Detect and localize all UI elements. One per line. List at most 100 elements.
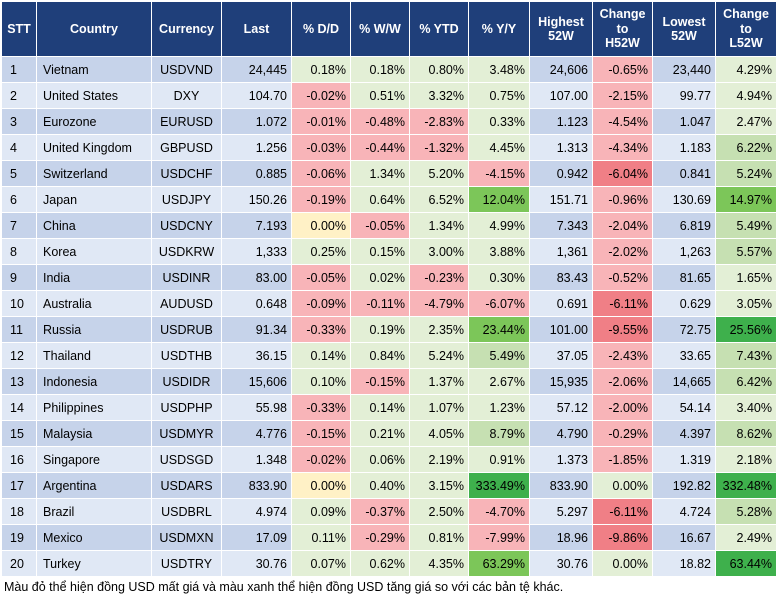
country-name: Argentina xyxy=(36,472,152,499)
currency-code: USDCNY xyxy=(151,212,222,239)
country-name: Thailand xyxy=(36,342,152,369)
change-to-h52w: -2.43% xyxy=(592,342,653,369)
table-row: 19 Mexico USDMXN 17.09 0.11% -0.29% 0.81% -7.99… xyxy=(1,524,777,551)
change-to-h52w: -2.00% xyxy=(592,394,653,421)
column-header[interactable]: % D/D xyxy=(291,1,351,57)
column-header[interactable]: Country xyxy=(36,1,152,57)
pct-ww: -0.37% xyxy=(350,498,410,525)
currency-code: USDVND xyxy=(151,56,222,83)
table-row: 20 Turkey USDTRY 30.76 0.07% 0.62% 4.35% 63.29%… xyxy=(1,550,777,577)
currency-code: USDPHP xyxy=(151,394,222,421)
last-value: 0.885 xyxy=(221,160,292,187)
pct-dd: -0.33% xyxy=(291,316,351,343)
change-to-l52w: 2.18% xyxy=(715,446,777,473)
pct-ww: -0.44% xyxy=(350,134,410,161)
column-header[interactable]: Change to H52W xyxy=(592,1,653,57)
row-number: 4 xyxy=(1,134,37,161)
pct-dd: 0.11% xyxy=(291,524,351,551)
row-number: 19 xyxy=(1,524,37,551)
pct-ww: 0.21% xyxy=(350,420,410,447)
change-to-l52w: 332.48% xyxy=(715,472,777,499)
change-to-l52w: 25.56% xyxy=(715,316,777,343)
row-number: 11 xyxy=(1,316,37,343)
pct-ww: 0.19% xyxy=(350,316,410,343)
pct-ytd: 3.00% xyxy=(409,238,469,265)
pct-dd: -0.09% xyxy=(291,290,351,317)
footnote: Màu đỏ thể hiện đồng USD mất giá và màu … xyxy=(4,580,564,594)
pct-dd: -0.03% xyxy=(291,134,351,161)
pct-ww: 1.34% xyxy=(350,160,410,187)
pct-ytd: 3.32% xyxy=(409,82,469,109)
last-value: 36.15 xyxy=(221,342,292,369)
change-to-l52w: 5.49% xyxy=(715,212,777,239)
pct-dd: -0.15% xyxy=(291,420,351,447)
last-value: 1,333 xyxy=(221,238,292,265)
country-name: United States xyxy=(36,82,152,109)
country-name: United Kingdom xyxy=(36,134,152,161)
pct-ww: 0.51% xyxy=(350,82,410,109)
pct-dd: -0.06% xyxy=(291,160,351,187)
currency-code: USDINR xyxy=(151,264,222,291)
column-header[interactable]: Lowest 52W xyxy=(652,1,716,57)
fx-table: STT Country Currency Last% D/D% W/W% YTD% Y… xyxy=(1,1,777,577)
highest-52w: 7.343 xyxy=(529,212,593,239)
column-header[interactable]: Currency xyxy=(151,1,222,57)
pct-dd: 0.00% xyxy=(291,472,351,499)
highest-52w: 57.12 xyxy=(529,394,593,421)
pct-ww: -0.29% xyxy=(350,524,410,551)
highest-52w: 0.942 xyxy=(529,160,593,187)
last-value: 104.70 xyxy=(221,82,292,109)
lowest-52w: 81.65 xyxy=(652,264,716,291)
table-row: 17 Argentina USDARS 833.90 0.00% 0.40% 3.15% 33… xyxy=(1,472,777,499)
last-value: 1.256 xyxy=(221,134,292,161)
pct-yy: 23.44% xyxy=(468,316,530,343)
column-header[interactable]: Change to L52W xyxy=(715,1,777,57)
lowest-52w: 16.67 xyxy=(652,524,716,551)
change-to-l52w: 3.05% xyxy=(715,290,777,317)
column-header[interactable]: % Y/Y xyxy=(468,1,530,57)
pct-ytd: -0.23% xyxy=(409,264,469,291)
country-name: Mexico xyxy=(36,524,152,551)
change-to-h52w: -2.15% xyxy=(592,82,653,109)
column-header[interactable]: STT xyxy=(1,1,37,57)
pct-yy: 4.45% xyxy=(468,134,530,161)
pct-ytd: 0.80% xyxy=(409,56,469,83)
highest-52w: 37.05 xyxy=(529,342,593,369)
change-to-h52w: -4.54% xyxy=(592,108,653,135)
country-name: India xyxy=(36,264,152,291)
highest-52w: 1.373 xyxy=(529,446,593,473)
pct-ytd: 5.24% xyxy=(409,342,469,369)
table-row: 8 Korea USDKRW 1,333 0.25% 0.15% 3.00% 3.88% 1,3… xyxy=(1,238,777,265)
change-to-h52w: -0.65% xyxy=(592,56,653,83)
currency-code: USDTHB xyxy=(151,342,222,369)
pct-ww: 0.06% xyxy=(350,446,410,473)
lowest-52w: 72.75 xyxy=(652,316,716,343)
table-row: 13 Indonesia USDIDR 15,606 0.10% -0.15% 1.37% 2… xyxy=(1,368,777,395)
column-header[interactable]: Last xyxy=(221,1,292,57)
column-header[interactable]: % W/W xyxy=(350,1,410,57)
row-number: 15 xyxy=(1,420,37,447)
pct-dd: 0.10% xyxy=(291,368,351,395)
change-to-l52w: 4.94% xyxy=(715,82,777,109)
change-to-h52w: -9.55% xyxy=(592,316,653,343)
highest-52w: 15,935 xyxy=(529,368,593,395)
pct-yy: 3.88% xyxy=(468,238,530,265)
pct-dd: 0.14% xyxy=(291,342,351,369)
row-number: 9 xyxy=(1,264,37,291)
row-number: 8 xyxy=(1,238,37,265)
lowest-52w: 1.183 xyxy=(652,134,716,161)
table-row: 3 Eurozone EURUSD 1.072 -0.01% -0.48% -2.83% 0.… xyxy=(1,108,777,135)
change-to-h52w: -6.11% xyxy=(592,498,653,525)
pct-yy: 2.67% xyxy=(468,368,530,395)
pct-ww: 0.84% xyxy=(350,342,410,369)
highest-52w: 833.90 xyxy=(529,472,593,499)
currency-code: USDSGD xyxy=(151,446,222,473)
column-header[interactable]: Highest 52W xyxy=(529,1,593,57)
highest-52w: 5.297 xyxy=(529,498,593,525)
pct-ytd: 2.50% xyxy=(409,498,469,525)
pct-ytd: 1.07% xyxy=(409,394,469,421)
column-header[interactable]: % YTD xyxy=(409,1,469,57)
country-name: Brazil xyxy=(36,498,152,525)
pct-ww: 0.62% xyxy=(350,550,410,577)
pct-dd: 0.00% xyxy=(291,212,351,239)
